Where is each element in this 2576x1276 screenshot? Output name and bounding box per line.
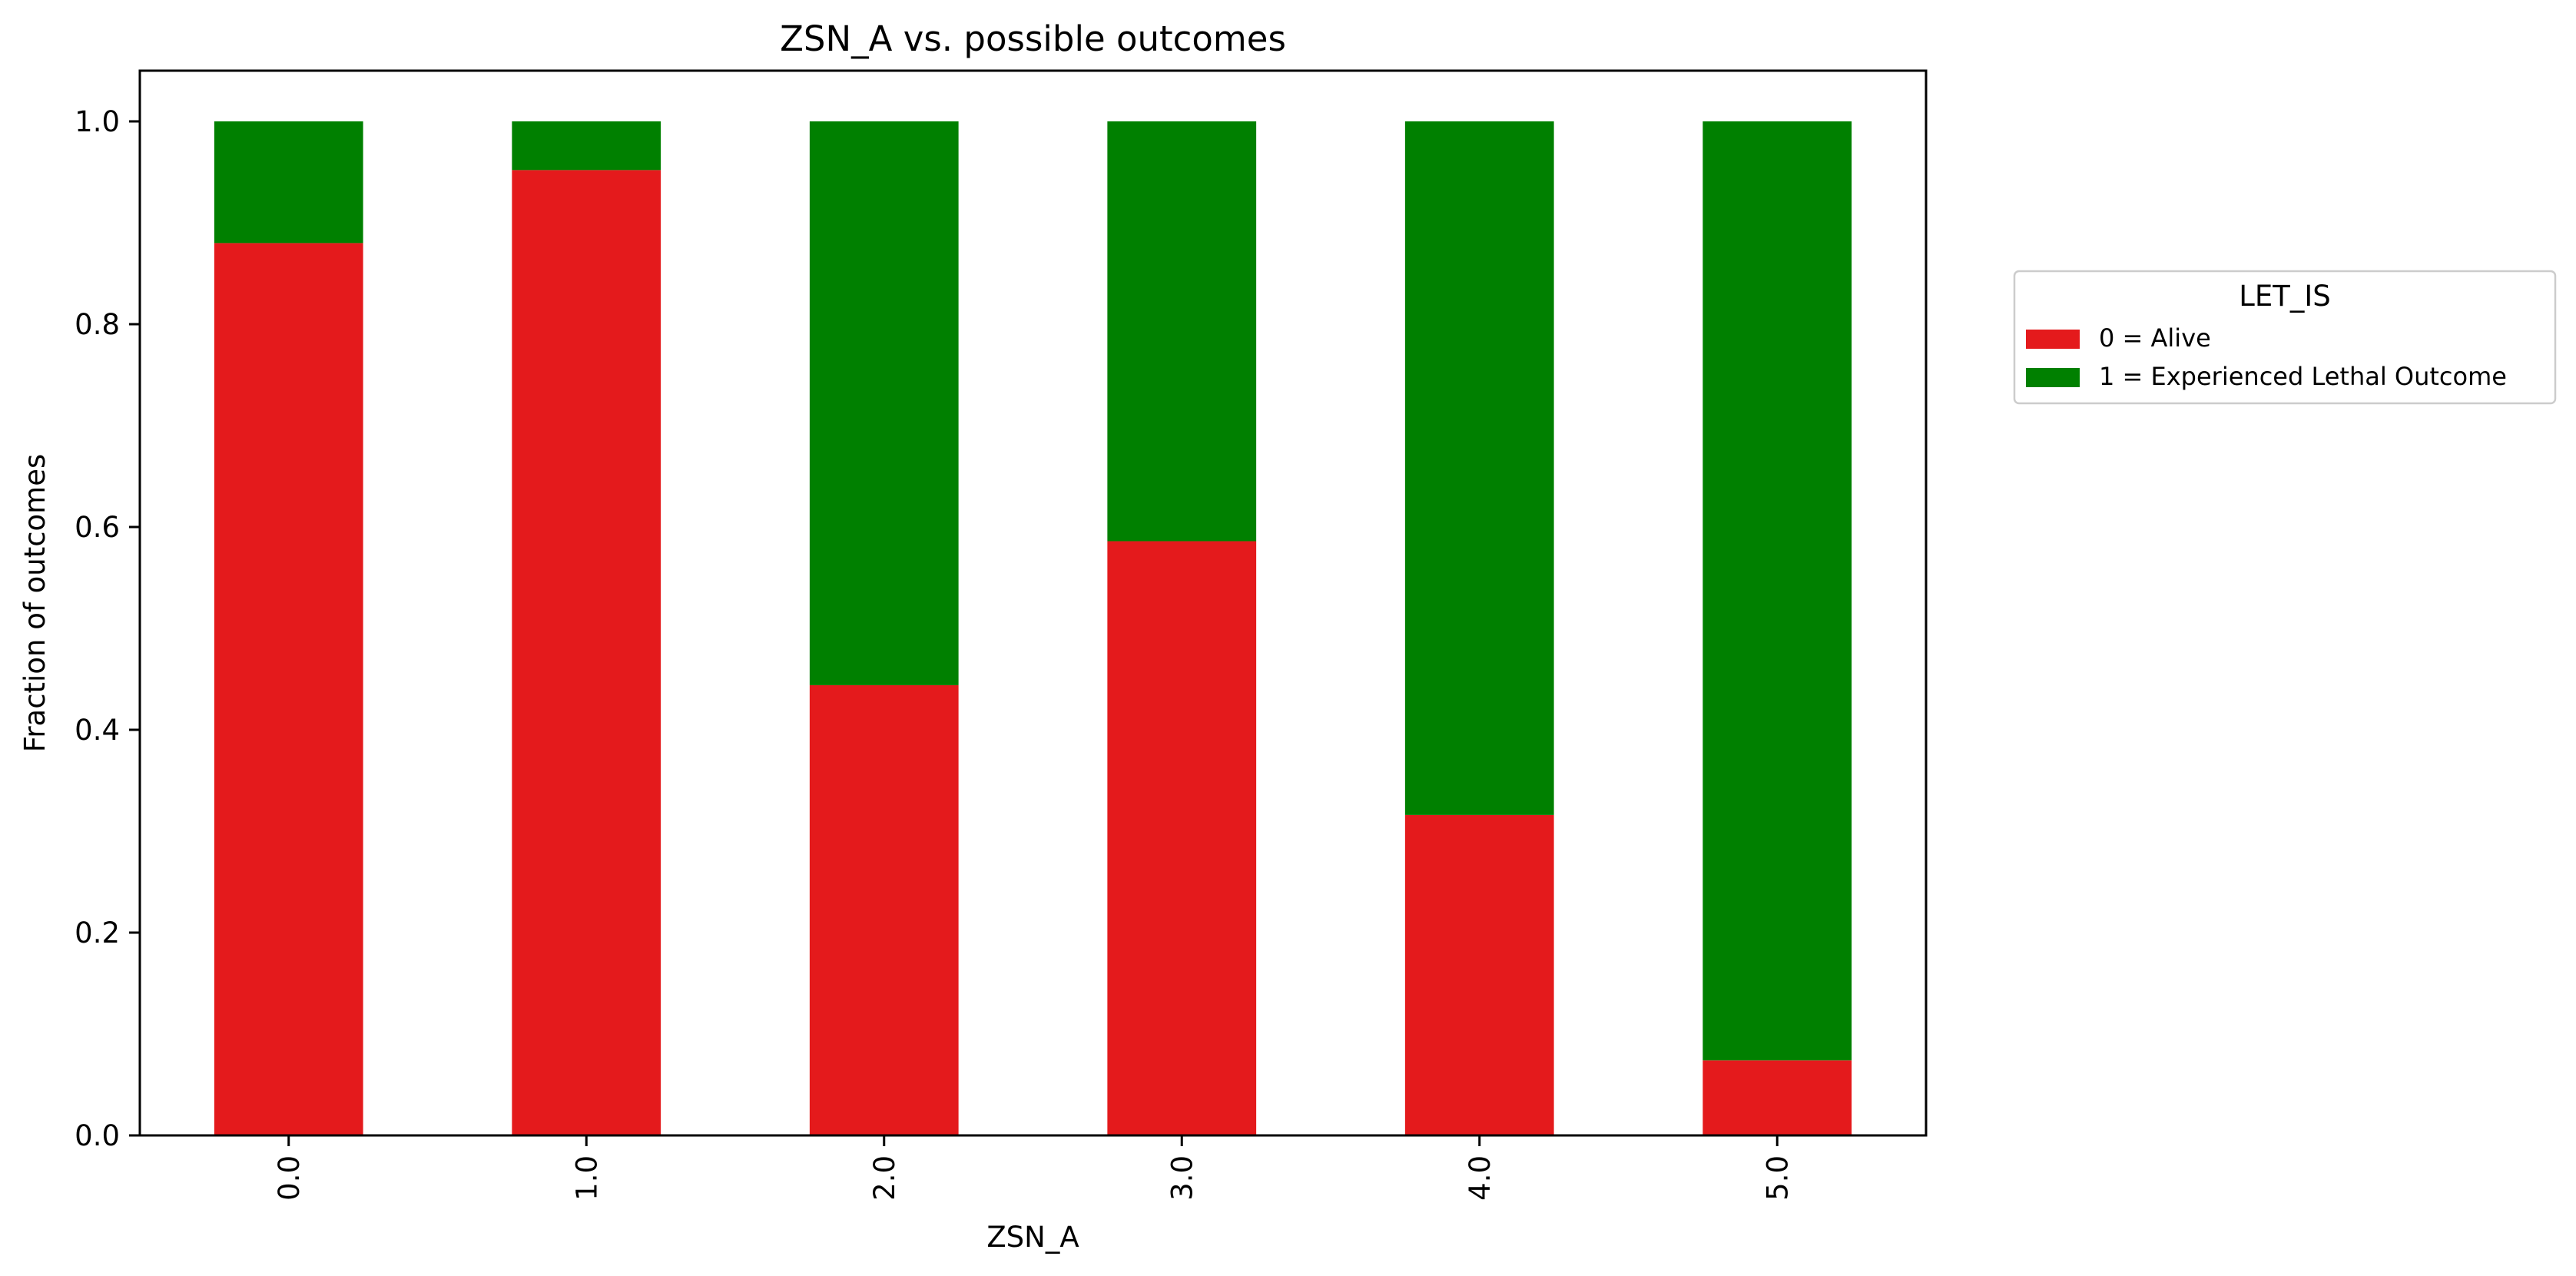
x-tick-label: 4.0 bbox=[1464, 1155, 1497, 1201]
bar-segment-4.0-series-0 bbox=[1404, 814, 1554, 1135]
x-tick-label: 0.0 bbox=[273, 1155, 306, 1201]
legend-entries: 0 = Alive 1 = Experienced Lethal Outcome bbox=[2026, 323, 2507, 391]
legend-label: 0 = Alive bbox=[2099, 323, 2211, 353]
legend-box bbox=[2013, 270, 2557, 405]
x-tick-label: 3.0 bbox=[1165, 1155, 1198, 1201]
y-tick-label: 0.6 bbox=[75, 511, 120, 544]
legend-swatch bbox=[2026, 368, 2080, 387]
x-tick-label: 5.0 bbox=[1761, 1155, 1794, 1201]
bar-segment-2.0-series-0 bbox=[809, 684, 959, 1135]
plot-frame bbox=[138, 69, 1928, 1137]
bar-segment-5.0-series-1 bbox=[1702, 121, 1852, 1061]
y-tick-label: 1.0 bbox=[75, 105, 120, 138]
legend-title: LET_IS bbox=[2239, 280, 2331, 313]
legend-swatch bbox=[2026, 330, 2080, 349]
y-axis-label: Fraction of outcomes bbox=[18, 454, 51, 753]
y-tick-label: 0.2 bbox=[75, 916, 120, 950]
bar-segment-4.0-series-1 bbox=[1404, 121, 1554, 815]
chart-title: ZSN_A vs. possible outcomes bbox=[780, 18, 1286, 59]
y-axis: 0.0 0.2 0.4 0.6 0.8 1.0 bbox=[75, 105, 140, 1152]
x-axis: 0.0 1.0 2.0 3.0 4.0 5.0 bbox=[273, 1135, 1794, 1201]
bars-layer bbox=[214, 121, 1852, 1136]
y-tick-label: 0.0 bbox=[75, 1119, 120, 1152]
bar-segment-1.0-series-0 bbox=[512, 170, 661, 1136]
bar-segment-3.0-series-1 bbox=[1107, 121, 1257, 542]
legend-label: 1 = Experienced Lethal Outcome bbox=[2099, 362, 2507, 391]
y-tick-label: 0.8 bbox=[75, 308, 120, 341]
bar-segment-0.0-series-1 bbox=[214, 121, 363, 244]
bar-segment-1.0-series-1 bbox=[512, 121, 661, 171]
bar-segment-5.0-series-0 bbox=[1702, 1060, 1852, 1135]
bar-segment-3.0-series-0 bbox=[1107, 541, 1257, 1135]
legend: LET_IS 0 = Alive 1 = Experienced Lethal O… bbox=[2013, 270, 2557, 405]
x-tick-label: 2.0 bbox=[868, 1155, 901, 1201]
bar-segment-0.0-series-0 bbox=[214, 243, 363, 1135]
bar-segment-2.0-series-1 bbox=[809, 121, 959, 685]
x-tick-label: 1.0 bbox=[570, 1155, 603, 1201]
y-tick-label: 0.4 bbox=[75, 714, 120, 747]
x-axis-label: ZSN_A bbox=[986, 1221, 1079, 1254]
